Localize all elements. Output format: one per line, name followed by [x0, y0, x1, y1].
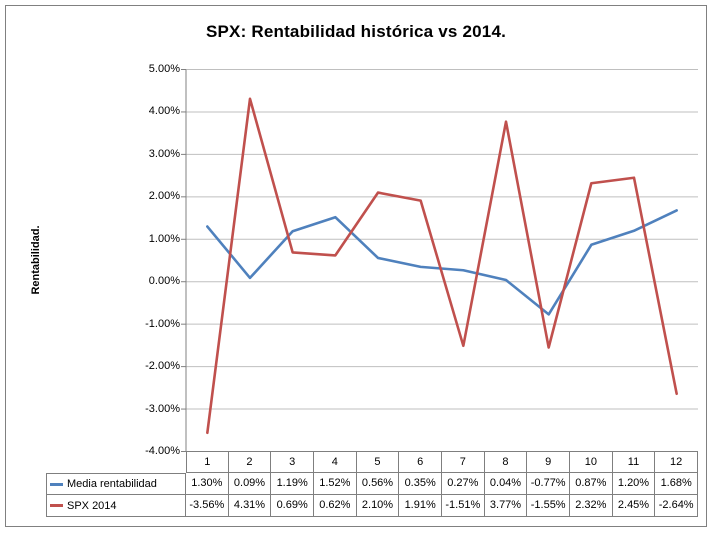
y-tick-label: -4.00% [145, 445, 180, 457]
table-value-cell: 0.04% [484, 473, 528, 495]
chart-title: SPX: Rentabilidad histórica vs 2014. [205, 22, 507, 41]
table-value-cell: 2.10% [356, 495, 400, 517]
table-value-cell: 0.35% [399, 473, 442, 495]
table-value-cell: -2.64% [655, 495, 698, 517]
x-axis-label: 5 [356, 451, 400, 473]
y-tick-label: 4.00% [148, 105, 180, 118]
table-value-cell: 1.19% [271, 473, 314, 495]
x-axis-label: 7 [442, 451, 485, 473]
x-axis-label: 6 [399, 451, 442, 473]
table-value-cell: -1.55% [527, 495, 570, 517]
table-row-spx-2014: SPX 2014 -3.56% 4.31% 0.69% 0.62% 2.10% 1.91% -… [46, 495, 698, 517]
legend-label-spx-2014: SPX 2014 [46, 495, 186, 517]
x-axis-label: 12 [655, 451, 698, 473]
table-value-cell: -1.51% [442, 495, 485, 517]
table-value-cell: 3.77% [484, 495, 528, 517]
y-tick-label: 3.00% [148, 147, 180, 160]
table-value-cell: 0.69% [271, 495, 314, 517]
table-value-cell: 2.32% [570, 495, 613, 517]
legend-label-media-rentabilidad: Media rentabilidad [46, 473, 186, 495]
series-name: SPX 2014 [67, 499, 117, 512]
plot-svg [181, 69, 698, 452]
table-value-cell: 1.52% [314, 473, 357, 495]
y-tick-label: -1.00% [145, 317, 180, 330]
y-tick-label: -2.00% [145, 360, 180, 373]
table-value-cell: 0.56% [356, 473, 400, 495]
legend-key-icon [50, 482, 63, 486]
table-row-media-rentabilidad: Media rentabilidad 1.30% 0.09% 1.19% 1.52% 0.… [46, 473, 698, 495]
y-tick-label: 0.00% [148, 275, 180, 288]
series-name: Media rentabilidad [67, 478, 157, 490]
table-value-cell: -3.56% [186, 495, 229, 517]
y-tick-label: 2.00% [148, 190, 180, 203]
x-axis-label: 3 [271, 451, 314, 473]
series-line-media-rentabilidad [206, 209, 678, 316]
x-axis-label: 1 [186, 451, 229, 473]
chart-frame: SPX: Rentabilidad histórica vs 2014. Ren… [5, 5, 707, 527]
table-value-cell: 1.68% [655, 473, 698, 495]
data-table: 1 2 3 4 5 6 7 8 9 10 11 12 Media rentabilidad 1.30% 0.… [46, 451, 698, 517]
table-value-cell: 0.09% [228, 473, 272, 495]
x-axis-label: 2 [228, 451, 272, 473]
table-value-cell: 1.91% [399, 495, 442, 517]
legend-key-icon [50, 504, 63, 507]
table-value-cell: 0.27% [442, 473, 485, 495]
table-value-cell: 0.87% [570, 473, 613, 495]
table-value-cell: 1.20% [612, 473, 656, 495]
series-line-spx-2014 [206, 97, 678, 435]
table-value-cell: 0.62% [314, 495, 357, 517]
x-axis-label: 8 [484, 451, 528, 473]
table-value-cell: 2.45% [612, 495, 656, 517]
y-tick-label: 1.00% [148, 232, 180, 245]
table-value-cell: 4.31% [228, 495, 272, 517]
x-axis-label: 10 [570, 451, 613, 473]
y-tick-label: -3.00% [145, 402, 180, 415]
y-axis-title: Rentabilidad. [30, 225, 42, 295]
table-value-cell: -0.77% [527, 473, 570, 495]
y-tick-label: 5.00% [148, 63, 180, 75]
x-axis-label: 4 [314, 451, 357, 473]
x-axis-row: 1 2 3 4 5 6 7 8 9 10 11 12 [46, 451, 698, 473]
x-axis-label: 11 [612, 451, 656, 473]
x-axis-label: 9 [527, 451, 570, 473]
table-value-cell: 1.30% [186, 473, 229, 495]
